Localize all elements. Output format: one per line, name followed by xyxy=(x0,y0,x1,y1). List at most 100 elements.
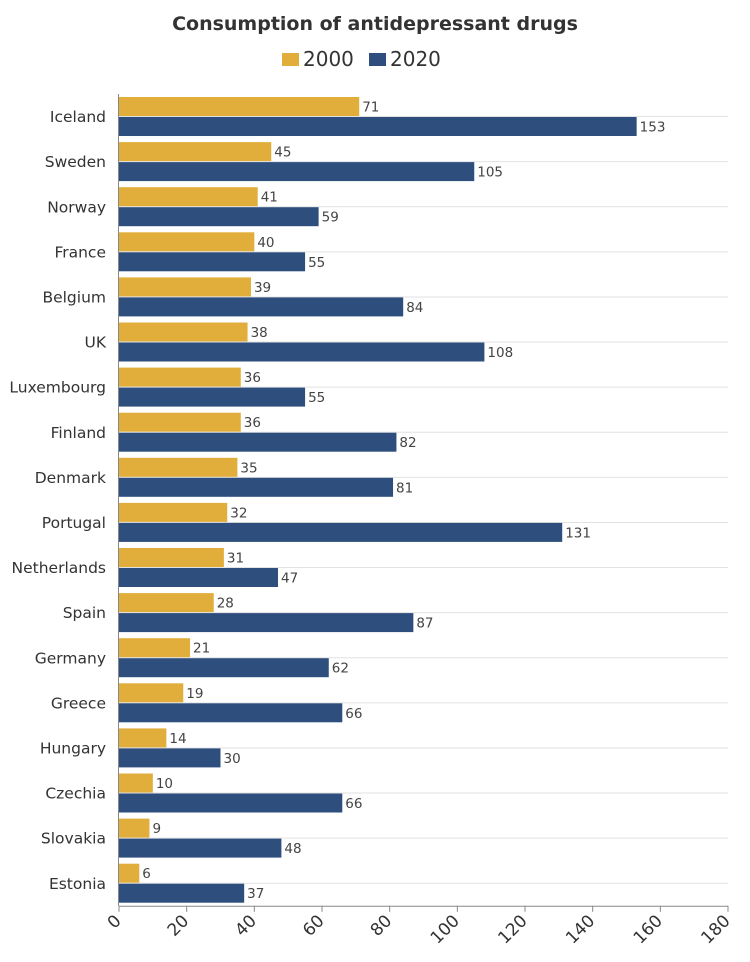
legend: 2000 2020 xyxy=(282,47,441,71)
value-label-2020-sweden: 105 xyxy=(477,165,503,181)
category-label-france: France xyxy=(54,243,106,261)
bars xyxy=(119,97,637,903)
value-label-2020-belgium: 84 xyxy=(406,300,423,316)
value-label-2000-denmark: 35 xyxy=(240,460,257,476)
bar-2020-slovakia xyxy=(119,838,282,858)
value-label-2020-finland: 82 xyxy=(399,435,416,451)
category-label-sweden: Sweden xyxy=(45,153,106,171)
bar-2000-norway xyxy=(119,187,258,207)
value-label-2000-finland: 36 xyxy=(244,415,261,431)
category-labels: Iceland Sweden Norway France Belgium UK Luxemb… xyxy=(9,108,106,893)
bar-2000-iceland xyxy=(119,97,360,116)
bar-2000-denmark xyxy=(119,457,238,477)
category-label-netherlands: Netherlands xyxy=(12,559,106,577)
bar-2020-norway xyxy=(119,207,319,227)
bar-2020-estonia xyxy=(119,883,245,903)
category-label-slovakia: Slovakia xyxy=(41,830,106,848)
value-label-2020-estonia: 37 xyxy=(247,886,264,902)
category-label-iceland: Iceland xyxy=(50,108,106,126)
chart-title: Consumption of antidepressant drugs xyxy=(172,13,578,35)
legend-swatch-2000 xyxy=(282,53,299,66)
value-label-2000-portugal: 32 xyxy=(230,505,247,521)
value-label-2000-norway: 41 xyxy=(261,190,278,206)
bar-2020-greece xyxy=(119,703,343,723)
value-label-2020-portugal: 131 xyxy=(565,525,591,541)
category-label-norway: Norway xyxy=(47,198,106,216)
value-label-2000-luxembourg: 36 xyxy=(244,370,261,386)
value-label-2000-france: 40 xyxy=(257,235,274,251)
value-label-2020-luxembourg: 55 xyxy=(308,390,325,406)
category-label-portugal: Portugal xyxy=(42,514,106,532)
bar-2000-hungary xyxy=(119,728,167,748)
category-label-greece: Greece xyxy=(51,694,106,712)
bar-2000-france xyxy=(119,232,255,252)
value-label-2020-iceland: 153 xyxy=(640,120,666,136)
bar-2000-germany xyxy=(119,638,191,658)
bar-2000-sweden xyxy=(119,142,272,162)
bar-2000-portugal xyxy=(119,502,228,522)
bar-2020-finland xyxy=(119,432,397,452)
x-tick-label-0: 0 xyxy=(104,911,126,933)
bar-2000-uk xyxy=(119,322,248,342)
bar-2020-spain xyxy=(119,613,414,633)
value-label-2020-spain: 87 xyxy=(416,616,433,632)
bar-2020-iceland xyxy=(119,117,637,136)
x-tick-label-160: 160 xyxy=(630,911,667,948)
value-label-2000-estonia: 6 xyxy=(142,866,151,882)
value-label-2020-france: 55 xyxy=(308,255,325,271)
x-tick-label-180: 180 xyxy=(697,911,734,948)
legend-label-2000: 2000 xyxy=(303,47,354,71)
x-tick-label-120: 120 xyxy=(494,911,531,948)
category-label-finland: Finland xyxy=(51,424,106,442)
value-label-2000-greece: 19 xyxy=(186,686,203,702)
value-label-2020-denmark: 81 xyxy=(396,480,413,496)
bar-2000-luxembourg xyxy=(119,367,241,387)
value-label-2020-germany: 62 xyxy=(332,661,349,677)
bar-2020-hungary xyxy=(119,748,221,768)
bar-2020-denmark xyxy=(119,477,394,497)
value-label-2020-czechia: 66 xyxy=(345,796,362,812)
bar-2020-belgium xyxy=(119,297,404,317)
bar-2000-belgium xyxy=(119,277,251,297)
category-label-denmark: Denmark xyxy=(35,469,106,487)
bar-2000-czechia xyxy=(119,773,153,793)
bar-2000-finland xyxy=(119,412,241,432)
x-tick-label-20: 20 xyxy=(164,911,193,940)
gridlines xyxy=(119,116,728,884)
bar-2020-germany xyxy=(119,658,329,678)
value-label-2020-norway: 59 xyxy=(322,210,339,226)
value-label-2000-czechia: 10 xyxy=(156,776,173,792)
value-label-2020-slovakia: 48 xyxy=(284,841,301,857)
value-label-2020-netherlands: 47 xyxy=(281,571,298,587)
value-label-2000-slovakia: 9 xyxy=(152,821,161,837)
x-tick-label-60: 60 xyxy=(299,911,328,940)
value-label-2020-greece: 66 xyxy=(345,706,362,722)
category-label-estonia: Estonia xyxy=(49,875,106,893)
value-label-2020-hungary: 30 xyxy=(224,751,241,767)
value-label-2000-belgium: 39 xyxy=(254,280,271,296)
legend-label-2020: 2020 xyxy=(390,47,441,71)
value-label-2000-spain: 28 xyxy=(217,596,234,612)
bar-2000-spain xyxy=(119,593,214,613)
category-label-belgium: Belgium xyxy=(42,288,106,306)
x-tick-label-140: 140 xyxy=(562,911,599,948)
value-label-2000-netherlands: 31 xyxy=(227,551,244,567)
value-label-2000-iceland: 71 xyxy=(362,100,379,116)
value-label-2000-hungary: 14 xyxy=(169,731,186,747)
category-label-germany: Germany xyxy=(35,649,106,667)
category-label-czechia: Czechia xyxy=(45,785,106,803)
x-tick-label-80: 80 xyxy=(367,911,396,940)
category-label-luxembourg: Luxembourg xyxy=(9,379,106,397)
bar-2020-netherlands xyxy=(119,568,279,587)
value-label-2000-uk: 38 xyxy=(251,325,268,341)
bar-2020-uk xyxy=(119,342,485,362)
bar-2000-estonia xyxy=(119,863,140,883)
bar-2020-luxembourg xyxy=(119,387,306,407)
bar-2000-greece xyxy=(119,683,184,703)
x-tick-label-40: 40 xyxy=(231,911,260,940)
legend-swatch-2020 xyxy=(369,53,386,66)
value-label-2000-germany: 21 xyxy=(193,641,210,657)
bar-2000-netherlands xyxy=(119,548,224,567)
value-label-2000-sweden: 45 xyxy=(274,145,291,161)
